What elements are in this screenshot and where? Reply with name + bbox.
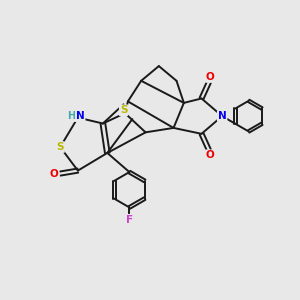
- Text: N: N: [218, 111, 226, 121]
- Text: O: O: [206, 72, 215, 82]
- Text: O: O: [50, 169, 59, 178]
- Text: O: O: [206, 150, 215, 160]
- Text: S: S: [120, 105, 127, 115]
- Text: S: S: [56, 142, 64, 152]
- Text: N: N: [76, 111, 85, 121]
- Text: H: H: [67, 111, 75, 121]
- Text: F: F: [126, 215, 133, 225]
